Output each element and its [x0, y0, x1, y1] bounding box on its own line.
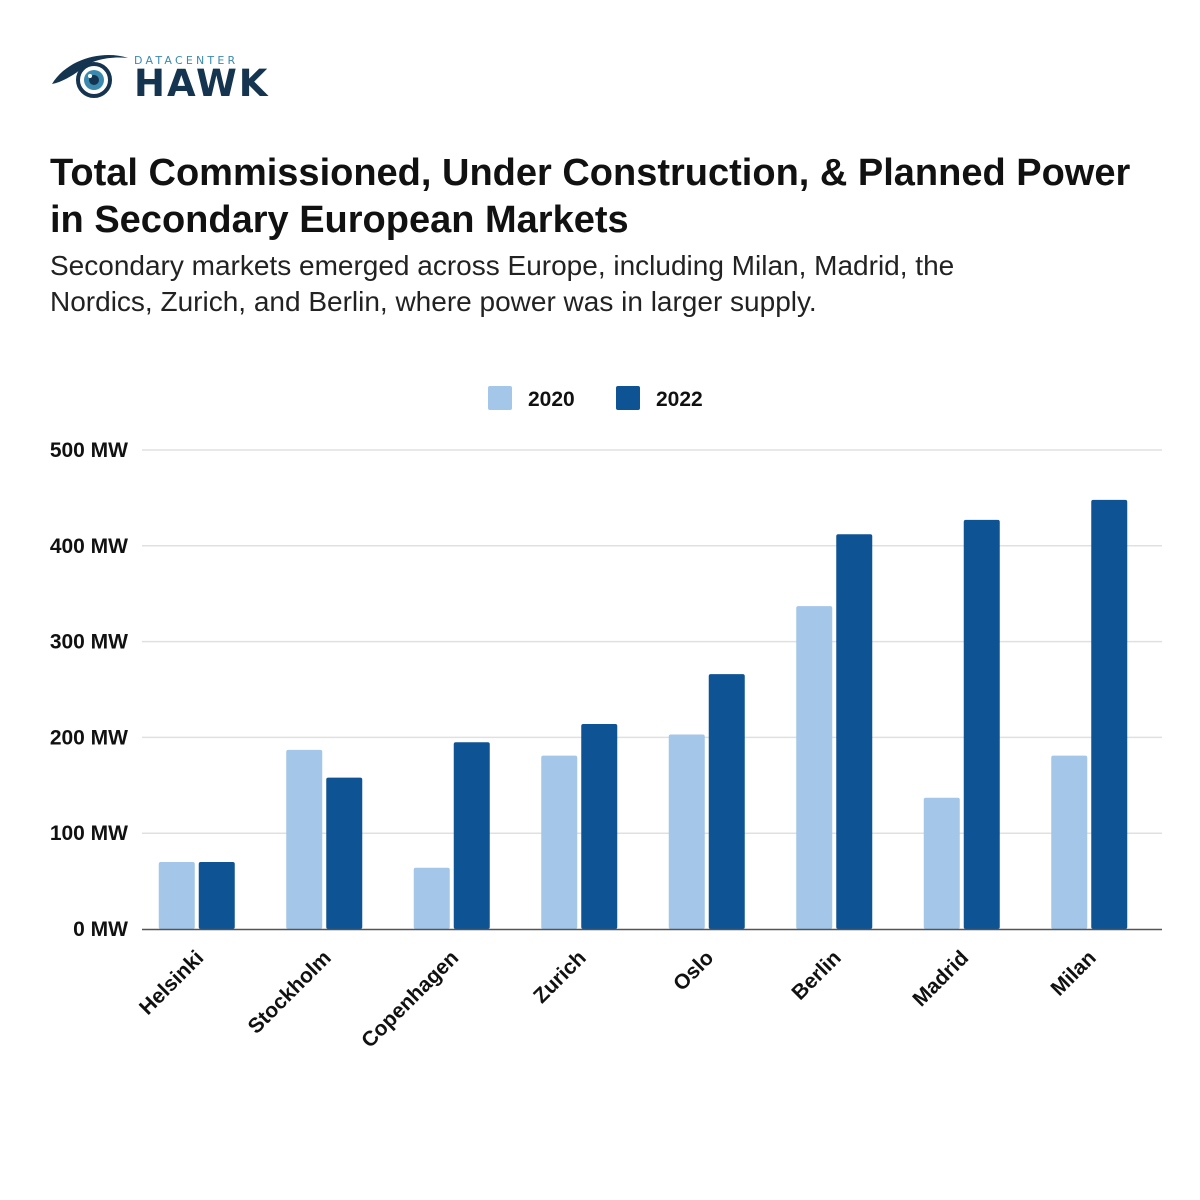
- y-tick-label: 500 MW: [50, 439, 128, 462]
- bar-2020-madrid: [923, 797, 960, 929]
- y-tick-label: 300 MW: [50, 631, 128, 654]
- bar-2020-helsinki: [158, 861, 195, 929]
- x-tick-label: Oslo: [669, 946, 718, 995]
- brand-logo: DATACENTER HAWK: [50, 48, 280, 105]
- bar-2022-stockholm: [326, 777, 363, 929]
- legend-label: 2022: [656, 388, 703, 411]
- y-tick-label: 400 MW: [50, 535, 128, 558]
- brand-main: HAWK: [134, 62, 270, 105]
- x-tick-label: Zurich: [529, 946, 591, 1008]
- x-tick-label: Milan: [1047, 946, 1101, 1000]
- x-tick-label: Copenhagen: [357, 946, 463, 1052]
- x-tick-label: Helsinki: [135, 946, 208, 1019]
- y-tick-label: 100 MW: [50, 822, 128, 845]
- bar-2020-stockholm: [286, 749, 323, 929]
- bar-2020-copenhagen: [413, 867, 450, 929]
- legend: 2020 2022: [488, 386, 703, 411]
- chart-title: Total Commissioned, Under Construction, …: [50, 152, 1131, 241]
- bar-2020-oslo: [668, 734, 705, 929]
- bar-2022-berlin: [836, 534, 873, 929]
- hawk-eye-icon: [52, 55, 128, 98]
- chart-subtitle: Secondary markets emerged across Europe,…: [50, 250, 955, 317]
- bar-2022-copenhagen: [453, 742, 490, 929]
- bars: [158, 499, 1128, 929]
- y-tick-label: 0 MW: [73, 918, 128, 941]
- legend-label: 2020: [528, 388, 575, 411]
- legend-swatch: [488, 386, 512, 410]
- bar-2022-milan: [1091, 499, 1128, 929]
- x-axis: Helsinki Stockholm Copenhagen Zurich Oslo Ber…: [135, 928, 1162, 1052]
- bar-2022-oslo: [708, 674, 745, 929]
- x-tick-label: Stockholm: [244, 946, 336, 1038]
- y-tick-label: 200 MW: [50, 726, 128, 749]
- bar-2022-zurich: [581, 723, 618, 929]
- legend-swatch: [616, 386, 640, 410]
- bar-2020-berlin: [796, 606, 833, 929]
- bar-2020-milan: [1051, 755, 1088, 929]
- bar-2022-helsinki: [198, 861, 235, 929]
- y-axis: 0 MW 100 MW 200 MW 300 MW 400 MW 500 MW: [50, 439, 128, 941]
- bar-2020-zurich: [541, 755, 578, 929]
- x-tick-label: Berlin: [787, 946, 845, 1004]
- x-tick-label: Madrid: [908, 946, 973, 1011]
- bar-2022-madrid: [963, 519, 1000, 929]
- brand-top: DATACENTER: [134, 54, 239, 67]
